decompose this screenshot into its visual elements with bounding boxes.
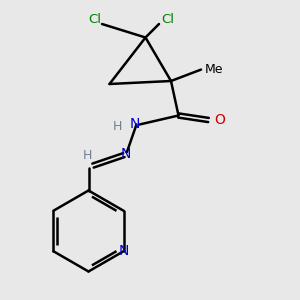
Text: N: N [130, 118, 140, 131]
Text: N: N [120, 147, 130, 160]
Text: Cl: Cl [88, 13, 101, 26]
Text: Cl: Cl [161, 13, 175, 26]
Text: Me: Me [205, 63, 224, 76]
Text: N: N [118, 244, 129, 258]
Text: O: O [214, 113, 225, 127]
Text: H: H [112, 119, 122, 133]
Text: H: H [82, 149, 92, 162]
